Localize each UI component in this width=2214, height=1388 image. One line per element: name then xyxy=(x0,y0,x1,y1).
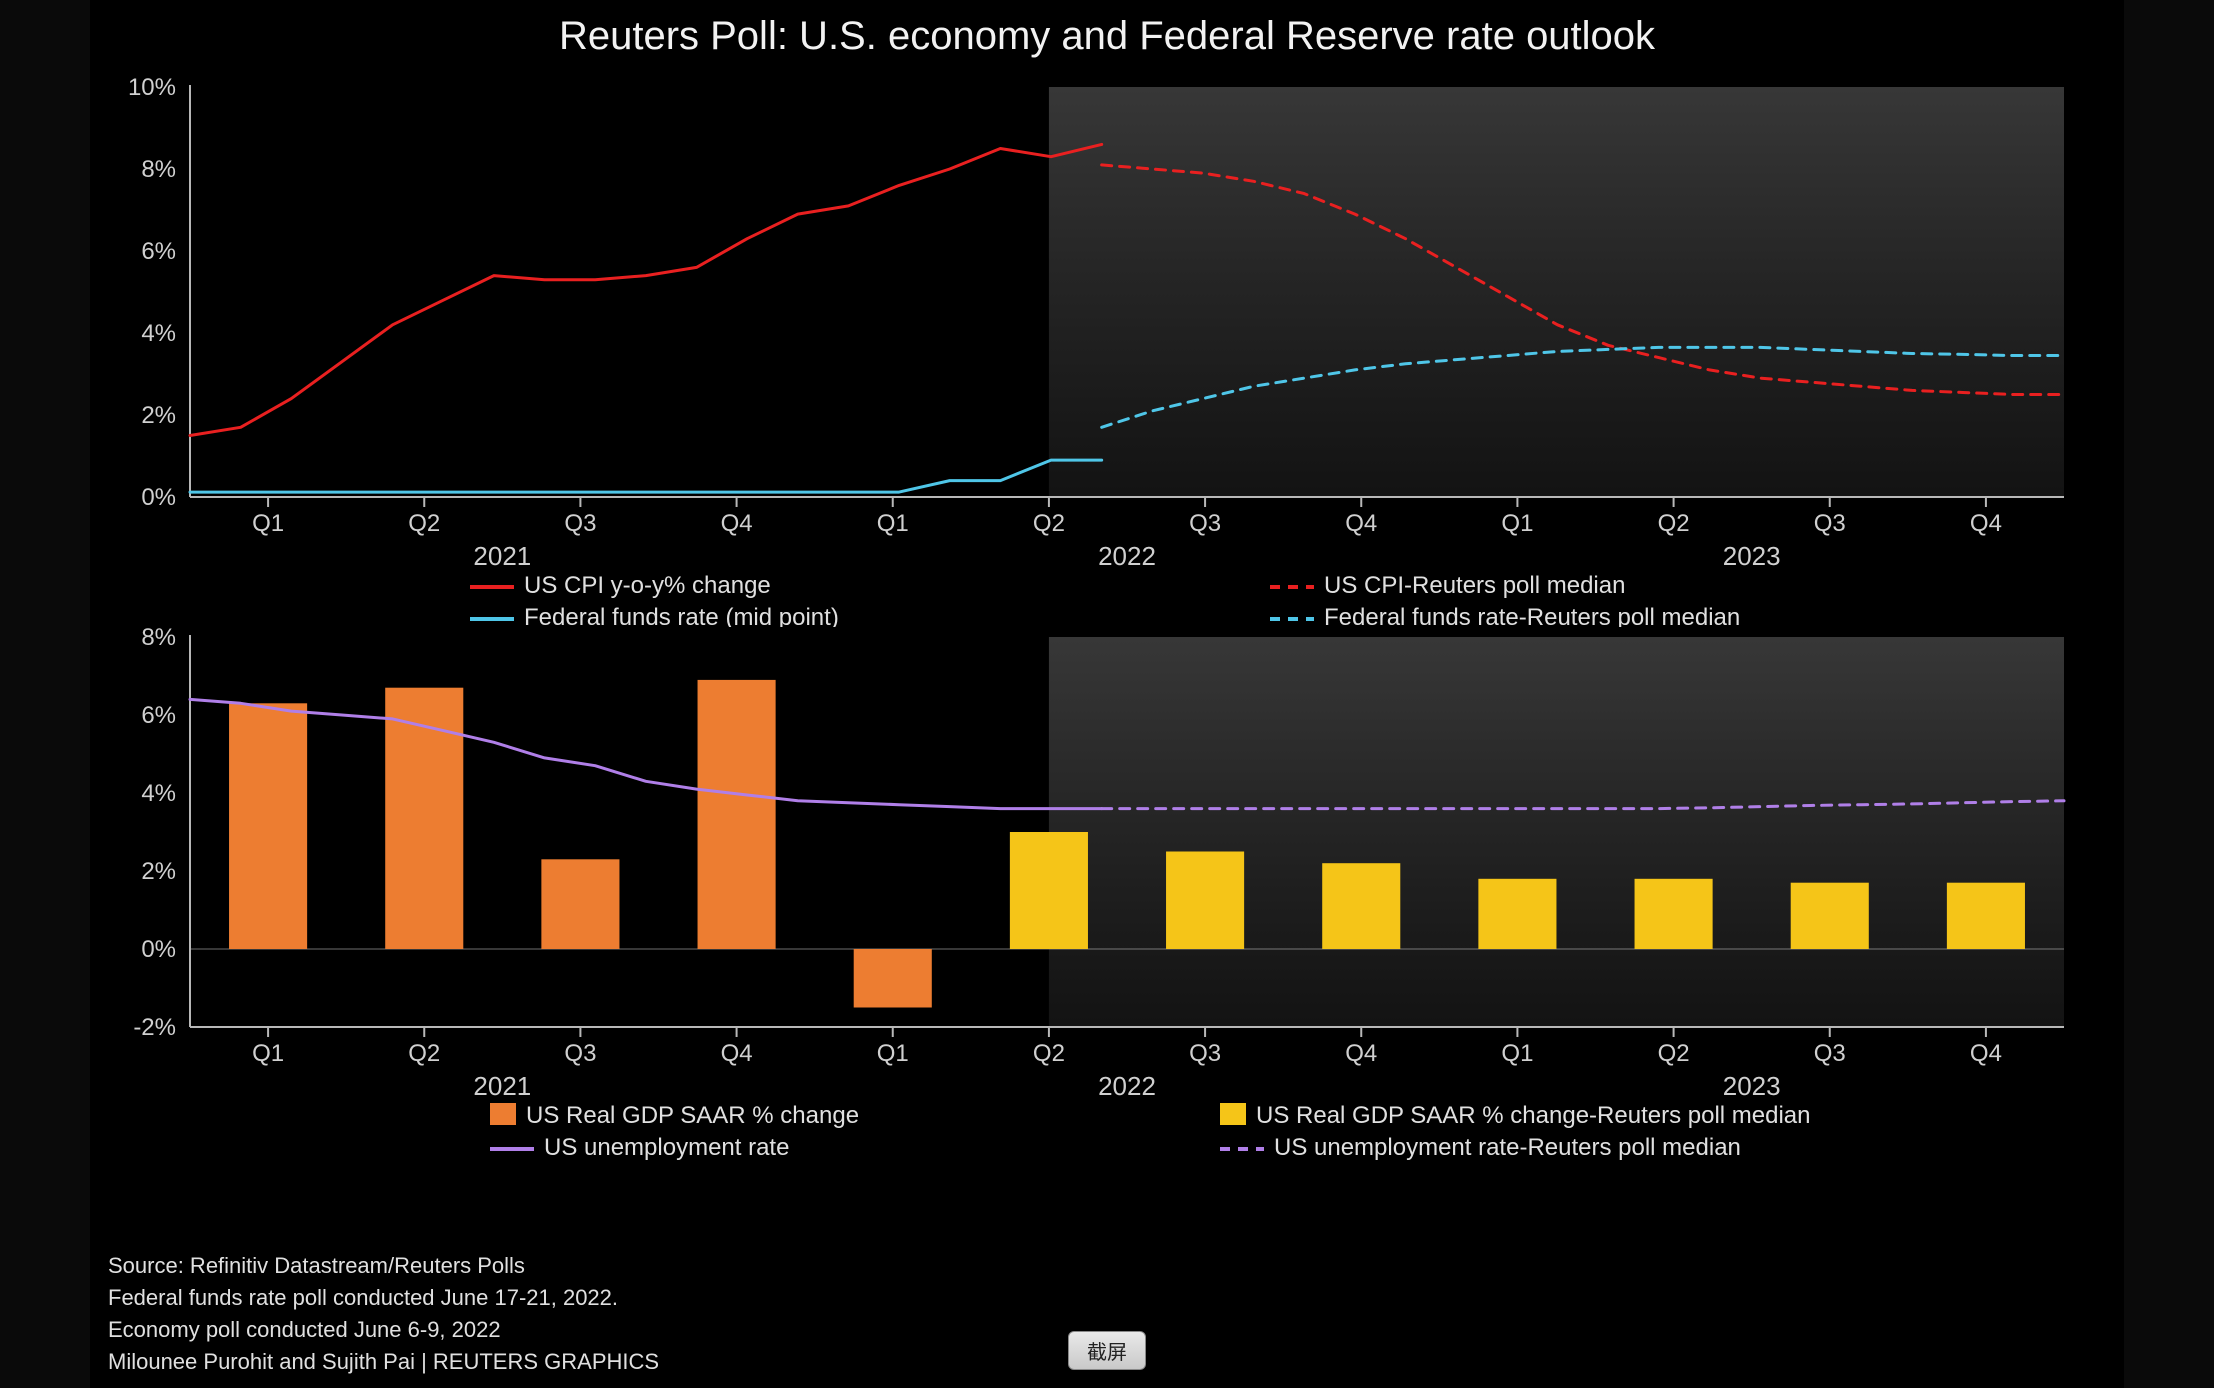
svg-text:Q2: Q2 xyxy=(408,510,440,537)
footer-line: Source: Refinitiv Datastream/Reuters Pol… xyxy=(108,1250,659,1282)
svg-text:2023: 2023 xyxy=(1723,1071,1781,1101)
bottom-chart: -2% 0% 2% 4% 6% 8% Q1 Q2 Q3 Q4 Q1 Q2 Q3 Q4 Q1 Q2 Q3 Q4 202… xyxy=(90,627,2124,1187)
footer-line: Economy poll conducted June 6-9, 2022 xyxy=(108,1314,659,1346)
footer-line: Milounee Purohit and Sujith Pai | REUTER… xyxy=(108,1346,659,1378)
svg-text:Q3: Q3 xyxy=(1814,1040,1846,1067)
svg-text:6%: 6% xyxy=(141,702,176,729)
svg-text:Q2: Q2 xyxy=(1658,510,1690,537)
svg-text:8%: 8% xyxy=(141,627,176,651)
svg-text:Q4: Q4 xyxy=(1970,510,2002,537)
svg-text:Q1: Q1 xyxy=(877,1040,909,1067)
svg-text:Q3: Q3 xyxy=(564,510,596,537)
svg-text:Q4: Q4 xyxy=(1970,1040,2002,1067)
svg-text:Q4: Q4 xyxy=(1345,1040,1377,1067)
svg-text:Q1: Q1 xyxy=(252,1040,284,1067)
svg-text:2022: 2022 xyxy=(1098,541,1156,571)
svg-text:Q3: Q3 xyxy=(1189,1040,1221,1067)
svg-text:US unemployment rate-Reuters p: US unemployment rate-Reuters poll median xyxy=(1274,1134,1741,1161)
svg-text:Q1: Q1 xyxy=(1501,1040,1533,1067)
svg-text:US Real GDP SAAR % change: US Real GDP SAAR % change xyxy=(526,1102,859,1129)
svg-text:Q4: Q4 xyxy=(721,1040,753,1067)
svg-text:US CPI y-o-y% change: US CPI y-o-y% change xyxy=(524,572,771,599)
svg-text:8%: 8% xyxy=(141,156,176,183)
svg-text:Q2: Q2 xyxy=(1658,1040,1690,1067)
svg-text:0%: 0% xyxy=(141,484,176,511)
svg-text:4%: 4% xyxy=(141,320,176,347)
svg-text:US unemployment rate: US unemployment rate xyxy=(544,1134,789,1161)
svg-text:US Real GDP SAAR % change-Reut: US Real GDP SAAR % change-Reuters poll m… xyxy=(1256,1102,1810,1129)
svg-text:Q4: Q4 xyxy=(721,510,753,537)
svg-text:Q3: Q3 xyxy=(564,1040,596,1067)
svg-text:Q2: Q2 xyxy=(1033,510,1065,537)
svg-text:2%: 2% xyxy=(141,402,176,429)
top-chart: 0% 2% 4% 6% 8% 10% Q1 Q2 Q3 Q4 Q1 Q2 Q3 Q4 Q1 Q2 Q3 Q4 202… xyxy=(90,67,2124,627)
svg-text:Federal funds rate (mid point): Federal funds rate (mid point) xyxy=(524,604,839,627)
svg-text:Q1: Q1 xyxy=(877,510,909,537)
svg-text:2021: 2021 xyxy=(473,541,531,571)
svg-text:Q2: Q2 xyxy=(1033,1040,1065,1067)
svg-text:2023: 2023 xyxy=(1723,541,1781,571)
svg-text:US CPI-Reuters poll median: US CPI-Reuters poll median xyxy=(1324,572,1625,599)
chart-title: Reuters Poll: U.S. economy and Federal R… xyxy=(90,0,2124,67)
svg-text:-2%: -2% xyxy=(133,1014,176,1041)
svg-text:Q4: Q4 xyxy=(1345,510,1377,537)
svg-text:Q3: Q3 xyxy=(1189,510,1221,537)
svg-text:0%: 0% xyxy=(141,936,176,963)
svg-text:4%: 4% xyxy=(141,780,176,807)
footer-notes: Source: Refinitiv Datastream/Reuters Pol… xyxy=(108,1250,659,1378)
svg-text:Q1: Q1 xyxy=(252,510,284,537)
svg-text:Federal funds rate-Reuters pol: Federal funds rate-Reuters poll median xyxy=(1324,604,1740,627)
chart-page: Reuters Poll: U.S. economy and Federal R… xyxy=(90,0,2124,1388)
svg-text:Q3: Q3 xyxy=(1814,510,1846,537)
svg-text:2022: 2022 xyxy=(1098,1071,1156,1101)
svg-text:2021: 2021 xyxy=(473,1071,531,1101)
svg-text:2%: 2% xyxy=(141,858,176,885)
svg-text:6%: 6% xyxy=(141,238,176,265)
screenshot-button[interactable]: 截屏 xyxy=(1068,1331,1146,1370)
svg-text:Q1: Q1 xyxy=(1501,510,1533,537)
footer-line: Federal funds rate poll conducted June 1… xyxy=(108,1282,659,1314)
svg-text:Q2: Q2 xyxy=(408,1040,440,1067)
svg-text:10%: 10% xyxy=(128,74,176,101)
